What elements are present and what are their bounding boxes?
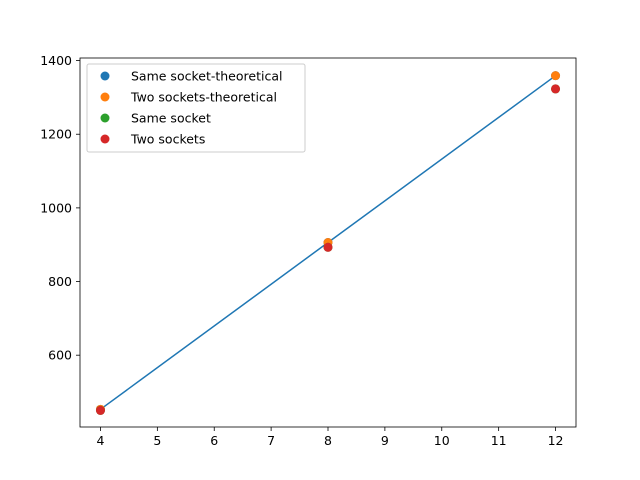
legend-box [86, 63, 306, 153]
legend-label-2: Two sockets-theoretical [130, 90, 277, 105]
legend-marker-3 [100, 113, 110, 123]
legend-label-4: Two sockets [130, 132, 205, 147]
x-tick-label: 6 [210, 433, 218, 448]
y-tick-label: 800 [48, 274, 72, 289]
x-tick-label: 4 [97, 433, 105, 448]
y-tick-label: 1200 [40, 127, 72, 142]
data-point-series-4-1 [95, 405, 105, 415]
legend-label-1: Same socket-theoretical [131, 69, 282, 84]
y-tick-label: 1000 [40, 200, 72, 215]
y-tick-label: 600 [48, 348, 72, 363]
legend-marker-4 [100, 134, 110, 144]
x-tick-label: 5 [153, 433, 161, 448]
y-tick-label: 1400 [40, 53, 72, 68]
x-tick-label: 12 [548, 433, 564, 448]
data-point-series-4-3 [551, 84, 561, 94]
legend-marker-1 [100, 71, 110, 81]
data-point-series-2-3 [551, 71, 561, 81]
x-tick-label: 7 [267, 433, 275, 448]
data-point-series-4-2 [323, 242, 333, 252]
legend-marker-2 [100, 92, 110, 102]
x-tick-label: 10 [434, 433, 450, 448]
axes: 4 5 6 7 8 9 10 11 12 600 800 1000 1200 1400 [40, 53, 577, 448]
x-tick-label: 11 [491, 433, 507, 448]
x-tick-label: 8 [324, 433, 332, 448]
legend: Same socket-theoretical Two sockets-theor… [86, 63, 306, 153]
x-tick-label: 9 [381, 433, 389, 448]
plot-area [95, 71, 561, 415]
legend-label-3: Same socket [131, 111, 211, 126]
